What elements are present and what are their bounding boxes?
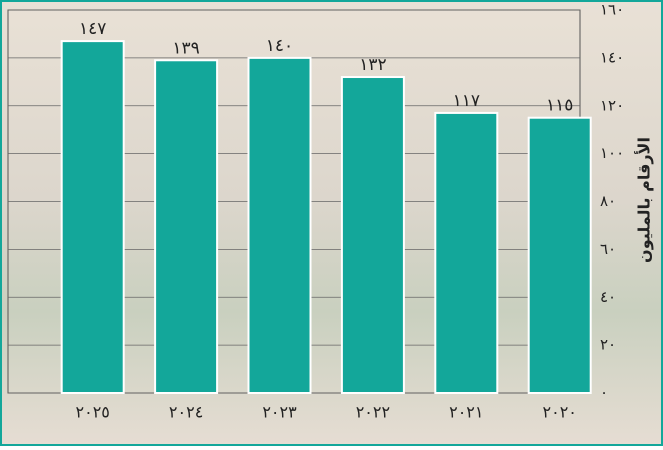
bar [155,60,217,393]
x-tick-label: ٢٠٢١ [449,403,483,422]
y-axis-label: الأرقام بالمليون [635,137,654,263]
x-tick-label: ٢٠٢٤ [169,403,203,422]
bar [62,41,124,393]
y-tick-label: ٦٠ [600,240,616,258]
bar [435,113,497,393]
bar [529,118,591,393]
y-tick-label: ٠ [600,384,608,402]
value-label: ١٤٠ [266,36,293,56]
y-tick-label: ٢٠ [600,336,616,354]
y-tick-label: ١٠٠ [600,144,624,162]
y-tick-label: ٤٠ [600,288,616,306]
x-tick-label: ٢٠٢٥ [76,403,110,422]
y-tick-label: ١٦٠ [600,1,624,19]
y-tick-label: ١٢٠ [600,96,624,114]
value-label: ١٤٧ [79,19,106,39]
x-tick-label: ٢٠٢٢ [356,403,390,422]
chart: الأرقام بالمليون ٠ ٢٠ ٤٠ ٦٠ ٨٠ ١٠٠ ١٢٠ ١٤٠ ١٦٠ ٢٠… [0,0,663,446]
value-label: ١٣٢ [359,55,386,75]
bar [342,77,404,393]
value-label: ١١٥ [546,96,573,116]
y-tick-label: ١٤٠ [600,48,624,66]
x-tick-label: ٢٠٢٣ [262,403,297,422]
value-label: ١١٧ [453,91,480,111]
x-tick-label: ٢٠٢٠ [543,403,577,422]
y-tick-label: ٨٠ [600,192,616,210]
bar [249,58,311,393]
value-label: ١٣٩ [172,38,199,58]
